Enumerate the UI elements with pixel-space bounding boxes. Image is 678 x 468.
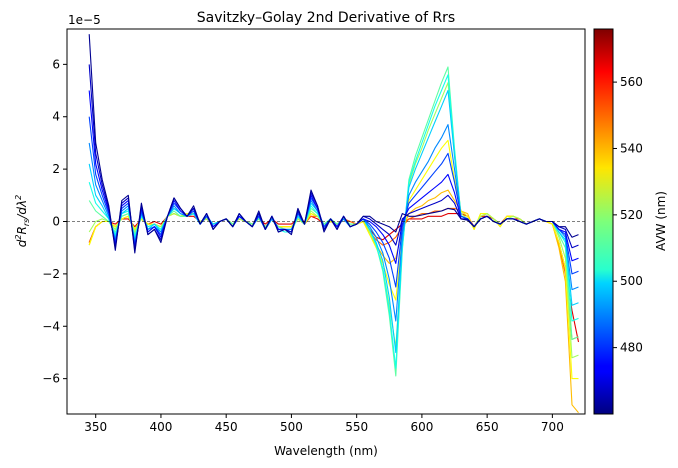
x-tick-label: 600 [410,420,433,434]
x-tick-label: 700 [541,420,564,434]
colorbar-tick-label: 540 [620,141,643,155]
y-axis-title: d2Rrs/dλ2 [14,195,31,247]
x-tick-label: 350 [84,420,107,434]
x-axis: 350 400 450 500 550 600 650 700 [84,414,564,434]
y-tick-label: −4 [42,319,60,333]
x-tick-label: 650 [476,420,499,434]
y-tick-label: −2 [42,267,60,281]
y-tick-label: −6 [42,372,60,386]
x-tick-label: 550 [345,420,368,434]
colorbar-tick-label: 500 [620,274,643,288]
series-line-avw-462 [88,34,579,254]
y-axis: −6 −4 −2 0 2 4 6 [42,57,67,386]
y-tick-label: 2 [52,162,60,176]
chart-title: Savitzky–Golay 2nd Derivative of Rrs [197,10,455,26]
series-line-avw-482 [88,116,579,288]
x-axis-title: Wavelength (nm) [274,444,378,458]
y-tick-label: 0 [52,215,60,229]
x-tick-label: 450 [215,420,238,434]
series-line-avw-532 [88,139,579,380]
series-layer [88,34,580,414]
x-tick-label: 500 [280,420,303,434]
colorbar-ticks: 480 500 520 540 560 [613,75,643,355]
colorbar-label: AVW (nm) [654,191,668,251]
colorbar-tick-label: 480 [620,341,643,355]
y-tick-label: 4 [52,110,60,124]
y-tick-label: 6 [52,57,60,71]
colorbar-tick-label: 520 [620,208,643,222]
colorbar-tick-label: 560 [620,75,643,89]
x-tick-label: 400 [149,420,172,434]
y-offset-text: 1e−5 [68,13,101,27]
colorbar [593,28,614,415]
